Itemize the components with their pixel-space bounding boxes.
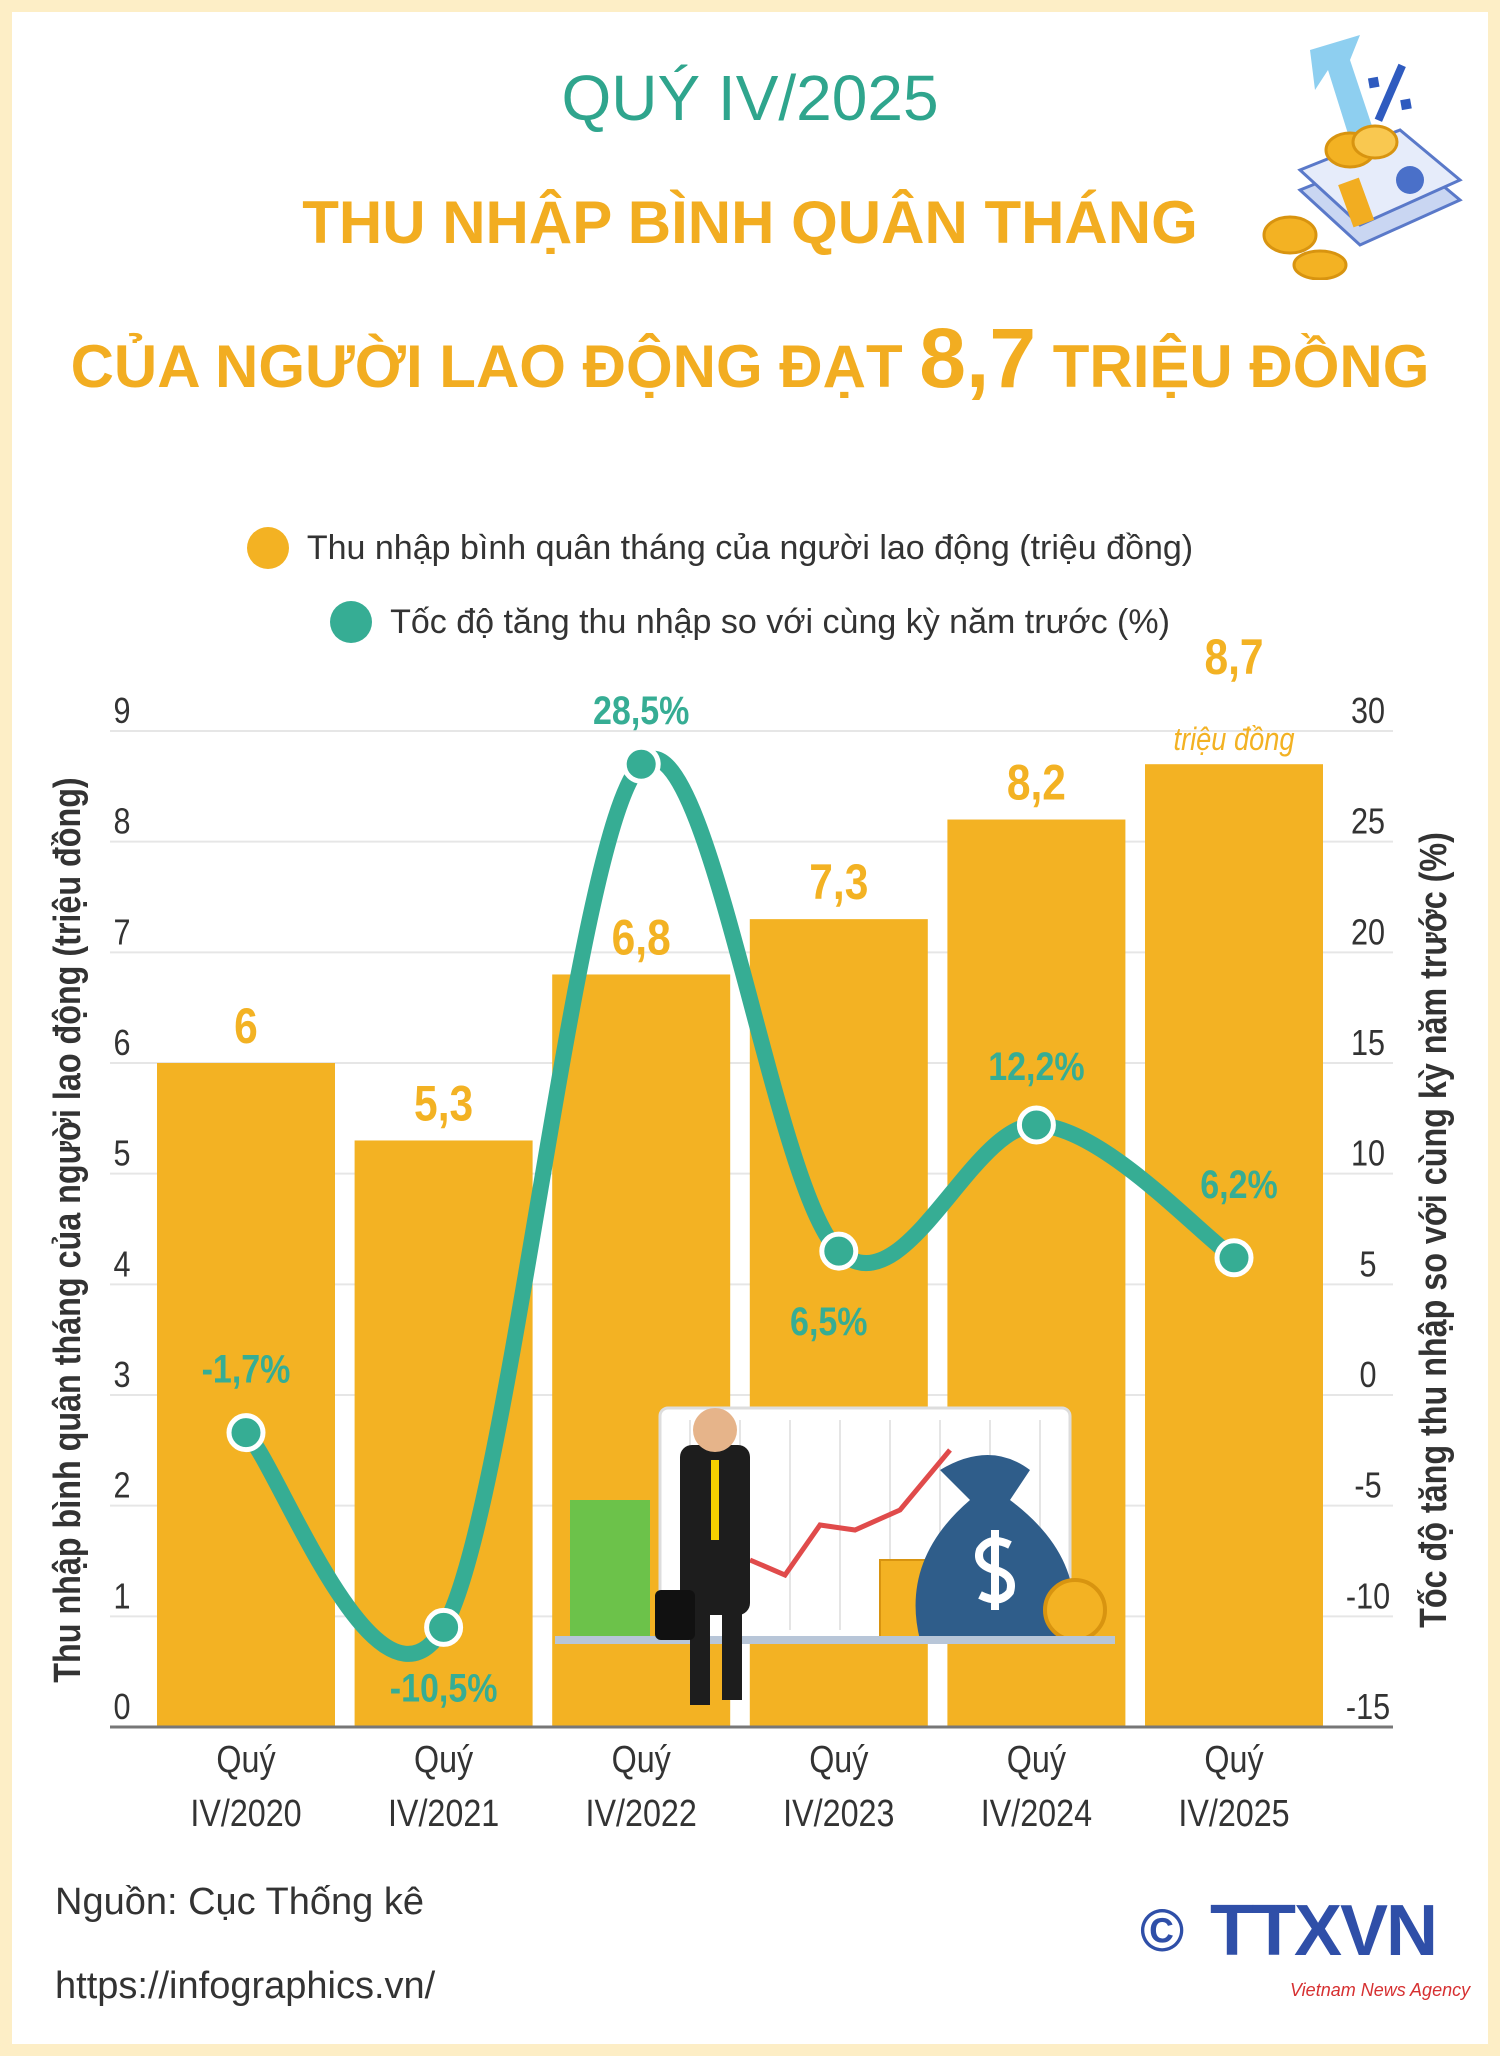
y-tick-left: 5 [113,1134,130,1174]
y-tick-right: 5 [1359,1245,1376,1285]
business-illustration [555,1406,1115,1705]
source-url-label[interactable]: https://infographics.vn/ [55,1965,436,2007]
x-tick-label: IV/2020 [190,1793,301,1835]
x-tick-label: IV/2024 [981,1793,1092,1835]
legend-label: Thu nhập bình quân tháng của người lao đ… [306,528,1194,567]
y-tick-left: 3 [113,1356,130,1396]
bar [157,1063,335,1727]
title-line-1-text: THU NHẬP BÌNH QUÂN THÁNG [302,189,1198,256]
bar-unit-label: triệu đồng [1174,722,1295,758]
x-tick-label: IV/2022 [586,1793,697,1835]
legend-dot-line [330,601,373,644]
briefcase [655,1590,695,1640]
x-tick-label: Quý [1204,1739,1264,1781]
y-tick-right: -5 [1354,1466,1381,1506]
y-tick-left: 0 [113,1688,130,1728]
source-url[interactable]: https://infographics.vn/ [55,1964,435,2010]
y-tick-right: 30 [1351,692,1385,732]
line-point [1214,1238,1254,1278]
businessman-head [693,1408,737,1452]
bar-value-label: 8,2 [1007,754,1066,810]
dollar-icon [975,1530,1015,1610]
x-tick-label: Quý [414,1739,474,1781]
x-tick-label: IV/2023 [783,1793,894,1835]
x-tick-label: Quý [1007,1739,1067,1781]
line-point [1016,1105,1056,1145]
y-tick-right: 0 [1359,1356,1376,1396]
y-tick-left: 8 [113,802,130,842]
title-pre: CỦA NGƯỜI LAO ĐỘNG ĐẠT [70,333,903,400]
y-tick-right: 25 [1351,802,1385,842]
copyright-icon: © [1140,1897,1185,1964]
y-tick-left: 7 [113,913,130,953]
title-highlight-value: 8,7 [919,311,1037,405]
line-value-label: 12,2% [988,1043,1084,1088]
line-value-label: 28,5% [593,688,689,733]
line-value-label: -1,7% [202,1346,291,1391]
y-tick-right: 10 [1351,1134,1385,1174]
y-tick-left: 2 [113,1466,130,1506]
y-tick-right: -15 [1346,1688,1390,1728]
title-line-2: CỦA NGƯỜI LAO ĐỘNG ĐẠT 8,7 TRIỆU ĐỒNG [0,310,1500,407]
line-value-label: -10,5% [390,1665,498,1710]
legend-item-income: Thu nhập bình quân tháng của người lao đ… [0,526,1470,570]
legend-item-growth: Tốc độ tăng thu nhập so với cùng kỳ năm … [0,600,1500,644]
bar-value-label: 6 [234,998,258,1054]
source-text: Nguồn: Cục Thống kê [55,1880,424,1926]
line-point [424,1607,464,1647]
logo-text: TTXVN [1210,1891,1438,1971]
y-tick-left: 1 [113,1577,130,1617]
y-tick-left: 4 [113,1245,130,1285]
trend-arrow [749,1448,952,1579]
shelf [555,1636,1115,1644]
x-tick-label: IV/2025 [1178,1793,1289,1835]
quarter-text: QUÝ IV/2025 [561,62,939,134]
line-point [226,1413,266,1453]
y-tick-right: 20 [1351,913,1385,953]
y-tick-left: 6 [113,1024,130,1064]
x-tick-label: Quý [809,1739,869,1781]
source-label: Nguồn: Cục Thống kê [55,1881,424,1923]
tie [711,1460,719,1540]
line-point [621,744,661,784]
title-line-1: THU NHẬP BÌNH QUÂN THÁNG [0,188,1500,257]
bar-value-label: 7,3 [809,854,868,910]
bar-value-label: 5,3 [414,1075,473,1131]
money-growth-icon [1262,35,1463,280]
y-tick-right: -10 [1346,1577,1390,1617]
ttxvn-logo: © TTXVN Vietnam News Agency [1140,1895,1480,2015]
line-value-label: 6,5% [790,1298,867,1343]
y-tick-left: 9 [113,692,130,732]
y-axis-title-right: Tốc độ tăng thu nhập so với cùng kỳ năm … [1413,832,1455,1628]
x-tick-label: Quý [612,1739,672,1781]
x-tick-label: Quý [216,1739,276,1781]
y-axis-title-left: Thu nhập bình quân tháng của người lao đ… [47,777,89,1682]
x-tick-label: IV/2021 [388,1793,499,1835]
line-point [819,1231,859,1271]
bar-value-label: 6,8 [612,909,671,965]
quarter-title: QUÝ IV/2025 [0,62,1500,136]
title-post: TRIỆU ĐỒNG [1052,333,1430,400]
legend-dot-bar [246,527,289,570]
line-value-label: 6,2% [1200,1161,1277,1206]
y-tick-right: 15 [1351,1024,1385,1064]
bar-value-label: 8,7 [1204,629,1263,685]
cash-stack [570,1500,650,1640]
legend-label: Tốc độ tăng thu nhập so với cùng kỳ năm … [390,602,1170,641]
coin-icon [1043,1578,1107,1642]
leg [722,1610,742,1700]
logo-subtitle: Vietnam News Agency [1290,1980,1471,2000]
